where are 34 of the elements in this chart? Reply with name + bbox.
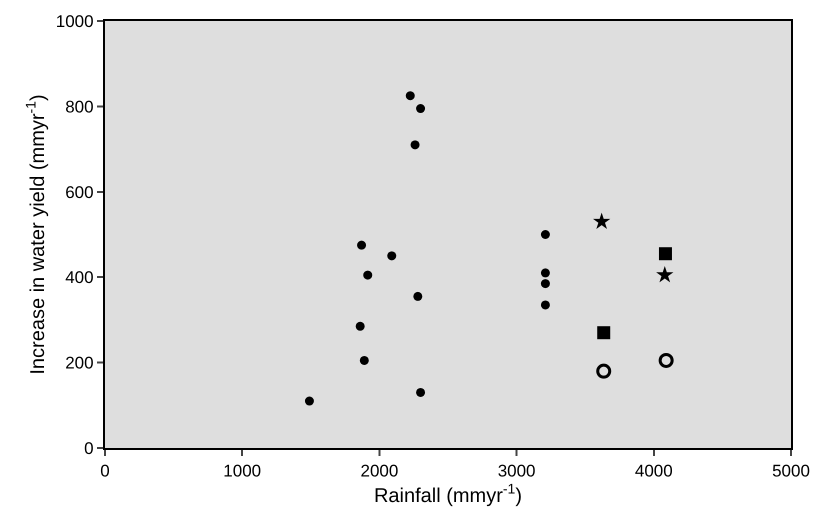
y-tick-label: 600 (65, 182, 94, 202)
y-tick-label: 1000 (56, 12, 94, 31)
point (596, 364, 612, 379)
x-tick-label: 1000 (223, 461, 262, 480)
point (658, 352, 674, 368)
point (540, 300, 550, 310)
x-tick-label: 3000 (498, 461, 536, 480)
x-tick-label: 5000 (772, 461, 810, 480)
point (406, 91, 415, 100)
point (304, 396, 314, 406)
point (387, 251, 396, 260)
x-tick-label: 4000 (634, 461, 673, 480)
point (410, 140, 420, 150)
point (416, 388, 426, 397)
point (356, 322, 365, 331)
x-tick-label: 0 (100, 461, 110, 480)
x-tick-label: 2000 (360, 461, 398, 480)
point (593, 212, 610, 230)
y-tick-label: 200 (65, 354, 94, 373)
point (658, 247, 672, 260)
point (540, 268, 550, 278)
point (656, 266, 674, 282)
point (540, 230, 550, 239)
y-tick-label: 400 (65, 268, 94, 288)
x-axis-title: Rainfall (mmyr$^{-1}$) (374, 480, 522, 507)
y-tick-label: 0 (84, 438, 94, 458)
y-tick-label: 800 (65, 97, 94, 116)
point (357, 240, 366, 250)
point (360, 356, 369, 365)
point (540, 279, 550, 288)
point (413, 292, 422, 301)
point (416, 104, 426, 114)
point (597, 326, 610, 340)
point (363, 270, 372, 280)
